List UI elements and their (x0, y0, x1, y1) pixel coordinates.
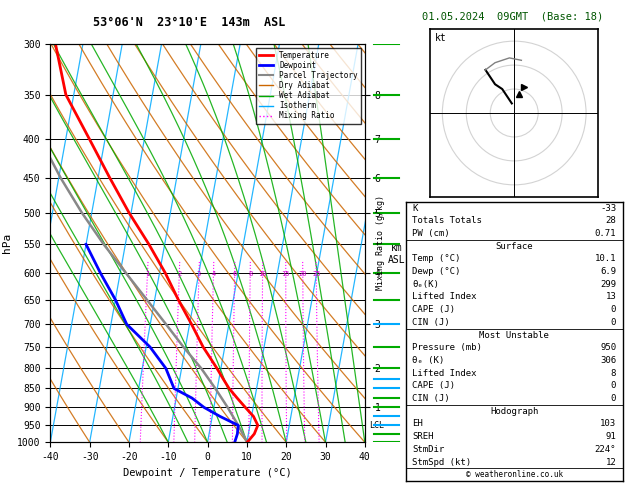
Text: © weatheronline.co.uk: © weatheronline.co.uk (465, 470, 563, 479)
Text: Surface: Surface (496, 242, 533, 251)
Text: 1: 1 (145, 271, 150, 277)
Text: Hodograph: Hodograph (490, 407, 538, 416)
Text: 01.05.2024  09GMT  (Base: 18): 01.05.2024 09GMT (Base: 18) (422, 12, 603, 22)
Text: Totals Totals: Totals Totals (412, 216, 482, 225)
Text: -33: -33 (600, 204, 616, 212)
Text: CAPE (J): CAPE (J) (412, 305, 455, 314)
Y-axis label: hPa: hPa (1, 233, 11, 253)
Text: 15: 15 (282, 271, 290, 277)
Text: Most Unstable: Most Unstable (479, 330, 549, 340)
Text: 91: 91 (606, 432, 616, 441)
Text: θₑ (K): θₑ (K) (412, 356, 445, 365)
Text: 4: 4 (211, 271, 216, 277)
Text: 299: 299 (600, 280, 616, 289)
Text: 3: 3 (197, 271, 201, 277)
Text: StmDir: StmDir (412, 445, 445, 454)
Text: 224°: 224° (594, 445, 616, 454)
Text: K: K (412, 204, 418, 212)
Text: 6: 6 (233, 271, 237, 277)
Legend: Temperature, Dewpoint, Parcel Trajectory, Dry Adiabat, Wet Adiabat, Isotherm, Mi: Temperature, Dewpoint, Parcel Trajectory… (257, 48, 361, 123)
Text: 25: 25 (312, 271, 321, 277)
Text: 2: 2 (177, 271, 181, 277)
Text: 103: 103 (600, 419, 616, 429)
Text: 8: 8 (248, 271, 252, 277)
Text: 28: 28 (606, 216, 616, 225)
Text: 10.1: 10.1 (594, 254, 616, 263)
Y-axis label: km
ASL: km ASL (388, 243, 406, 264)
Text: 0: 0 (611, 318, 616, 327)
Text: 12: 12 (606, 458, 616, 467)
Text: LCL: LCL (369, 421, 384, 430)
Text: 13: 13 (606, 293, 616, 301)
Text: Temp (°C): Temp (°C) (412, 254, 460, 263)
Text: CIN (J): CIN (J) (412, 394, 450, 403)
Text: 10: 10 (259, 271, 267, 277)
Text: StmSpd (kt): StmSpd (kt) (412, 458, 471, 467)
Text: 8: 8 (611, 369, 616, 378)
Text: 0: 0 (611, 394, 616, 403)
Text: Lifted Index: Lifted Index (412, 293, 477, 301)
Text: CAPE (J): CAPE (J) (412, 382, 455, 390)
Text: PW (cm): PW (cm) (412, 229, 450, 238)
Text: Lifted Index: Lifted Index (412, 369, 477, 378)
Text: 0.71: 0.71 (594, 229, 616, 238)
Text: Mixing Ratio (g/kg): Mixing Ratio (g/kg) (376, 195, 385, 291)
Text: 0: 0 (611, 382, 616, 390)
Text: Dewp (°C): Dewp (°C) (412, 267, 460, 276)
Text: 306: 306 (600, 356, 616, 365)
Text: kt: kt (435, 33, 447, 43)
Text: Pressure (mb): Pressure (mb) (412, 343, 482, 352)
Text: SREH: SREH (412, 432, 434, 441)
Text: 0: 0 (611, 305, 616, 314)
Text: 6.9: 6.9 (600, 267, 616, 276)
Text: CIN (J): CIN (J) (412, 318, 450, 327)
Text: 950: 950 (600, 343, 616, 352)
Text: EH: EH (412, 419, 423, 429)
Text: θₑ(K): θₑ(K) (412, 280, 439, 289)
Text: 53°06'N  23°10'E  143m  ASL: 53°06'N 23°10'E 143m ASL (92, 16, 285, 29)
Text: 20: 20 (299, 271, 307, 277)
X-axis label: Dewpoint / Temperature (°C): Dewpoint / Temperature (°C) (123, 468, 292, 478)
